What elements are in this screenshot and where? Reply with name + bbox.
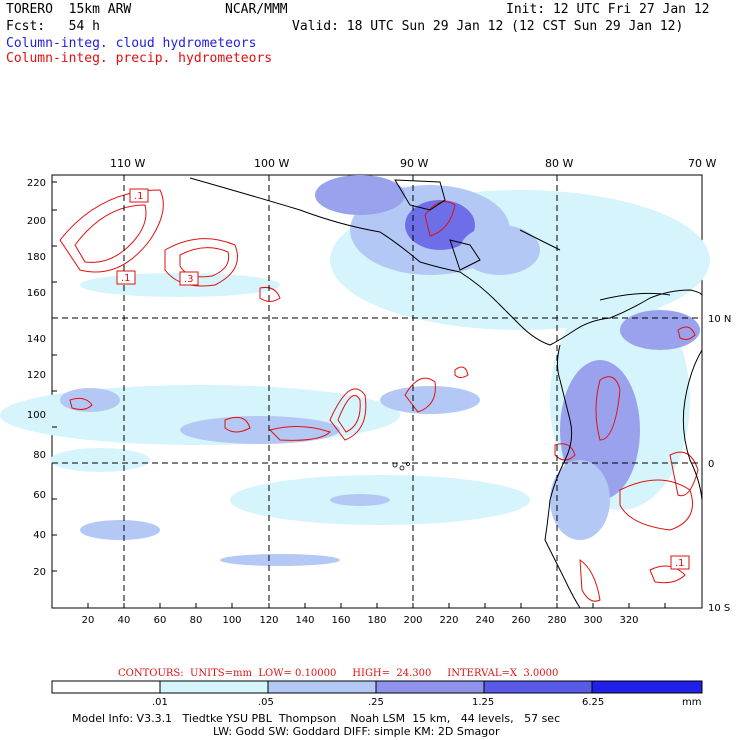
colorbar-unit: mm	[682, 697, 702, 708]
graticule	[52, 175, 702, 608]
y-tick: 160	[27, 288, 46, 299]
y-tick: 100	[27, 410, 46, 421]
colorbar-label: 6.25	[582, 697, 605, 708]
init-time: Init: 12 UTC Fri 27 Jan 12	[506, 2, 710, 17]
y-tick: 40	[33, 530, 46, 541]
y-tick: 200	[27, 216, 46, 227]
legend-cloud-hydrometeors: Column-integ. cloud hydrometeors	[6, 36, 257, 51]
colorbar-segment	[591, 680, 703, 694]
x-tick: 120	[259, 615, 278, 626]
x-tick: 40	[118, 615, 131, 626]
y-tick: 180	[27, 252, 46, 263]
x-tick: 280	[547, 615, 566, 626]
contour-label-2: .1	[121, 273, 131, 284]
coastlines	[189, 177, 703, 609]
x-tick-labels: 20 40 60 80 100 120 140 160 180 200 220 …	[82, 615, 639, 626]
precip-contours	[59, 189, 699, 602]
contour-label-3: .3	[184, 274, 194, 285]
colorbar-segment	[159, 680, 269, 694]
lon-label-100w: 100 W	[254, 157, 289, 170]
longitude-labels: 110 W 100 W 90 W 80 W 70 W	[110, 157, 716, 170]
x-tick: 220	[439, 615, 458, 626]
y-tick: 120	[27, 370, 46, 381]
contour-label-4: .1	[675, 558, 685, 569]
y-tick-labels: 220 200 180 160 140 120 100 80 60 40 20	[27, 178, 46, 578]
x-tick: 200	[403, 615, 422, 626]
contour-label-1: .1	[134, 191, 144, 202]
cloud-shading	[0, 175, 710, 566]
y-tick: 20	[33, 567, 46, 578]
x-tick: 60	[154, 615, 167, 626]
lat-label-10s: 10 S	[708, 603, 730, 614]
forecast-hour: Fcst: 54 h	[6, 19, 100, 34]
y-tick: 140	[27, 334, 46, 345]
x-tick: 20	[82, 615, 95, 626]
x-tick: 180	[367, 615, 386, 626]
colorbar-segment	[51, 680, 161, 694]
lon-label-70w: 70 W	[688, 157, 716, 170]
valid-time: Valid: 18 UTC Sun 29 Jan 12 (12 CST Sun …	[292, 19, 684, 34]
tick-marks	[52, 181, 666, 608]
colorbar-label: 1.25	[472, 697, 495, 708]
colorbar-label: .05	[258, 697, 274, 708]
legend-precip-hydrometeors: Column-integ. precip. hydrometeors	[6, 51, 273, 66]
colorbar-segment	[483, 680, 593, 694]
lat-label-0: 0	[708, 459, 714, 470]
model-title: TORERO 15km ARW	[6, 2, 132, 17]
org-label: NCAR/MMM	[225, 2, 288, 17]
lon-label-110w: 110 W	[110, 157, 145, 170]
colorbar	[51, 680, 703, 694]
y-tick: 60	[33, 490, 46, 501]
lat-label-10n: 10 N	[708, 314, 731, 325]
lon-label-90w: 90 W	[400, 157, 428, 170]
latitude-labels: 10 N 0 10 S	[708, 314, 731, 614]
contour-label-boxes: .1 .1 .3 .1	[116, 188, 690, 570]
y-tick: 220	[27, 178, 46, 189]
model-info-line1: Model Info: V3.3.1 Tiedtke YSU PBL Thomp…	[72, 712, 561, 725]
y-tick: 80	[33, 450, 46, 461]
colorbar-label: .25	[368, 697, 384, 708]
colorbar-segment	[375, 680, 485, 694]
x-tick: 240	[475, 615, 494, 626]
x-tick: 160	[331, 615, 350, 626]
colorbar-label: .01	[152, 697, 168, 708]
x-tick: 300	[583, 615, 602, 626]
x-tick: 100	[222, 615, 241, 626]
x-tick: 260	[511, 615, 530, 626]
lon-label-80w: 80 W	[545, 157, 573, 170]
x-tick: 80	[190, 615, 203, 626]
colorbar-segment	[267, 680, 377, 694]
model-info-line2: LW: Godd SW: Goddard DIFF: simple KM: 2D…	[213, 725, 500, 738]
contour-info: CONTOURS: UNITS=mm LOW= 0.10000 HIGH= 24…	[118, 668, 559, 679]
x-tick: 140	[295, 615, 314, 626]
x-tick: 320	[619, 615, 638, 626]
